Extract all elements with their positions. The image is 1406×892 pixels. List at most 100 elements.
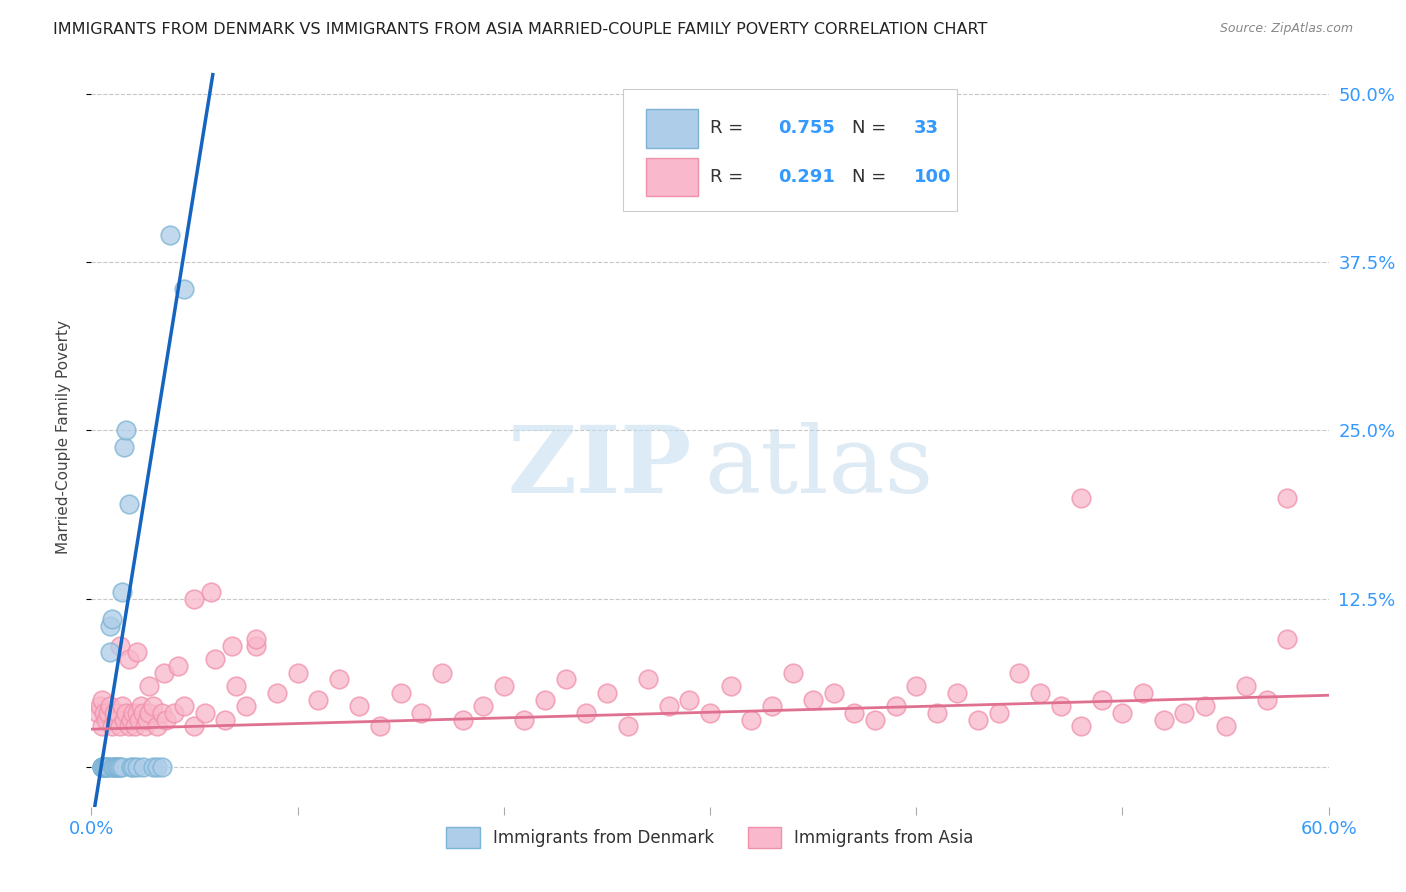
Point [110,639,132,653]
Point [120,760,142,774]
Point [125,645,148,659]
Point [117,652,139,666]
Point [214,713,236,727]
Point [492,679,515,693]
Point [1008,665,1031,680]
Point [183,591,205,606]
Point [103,760,125,774]
Point [1173,706,1195,720]
Point [987,706,1010,720]
Point [616,719,638,733]
Point [823,686,845,700]
Point [389,686,412,700]
Point [90,719,112,733]
Point [782,665,804,680]
Point [112,440,135,454]
Text: ZIP: ZIP [508,422,692,512]
Point [129,699,152,714]
Point [368,719,391,733]
Point [1194,699,1216,714]
Point [967,713,990,727]
Point [575,706,598,720]
Point [155,713,177,727]
Point [1277,632,1299,646]
Point [328,673,350,687]
Point [111,585,134,599]
Point [142,699,165,714]
Legend: Immigrants from Denmark, Immigrants from Asia: Immigrants from Denmark, Immigrants from… [440,821,980,855]
Point [266,686,288,700]
Point [884,699,907,714]
Text: N =: N = [852,169,893,186]
Point [97,760,120,774]
Point [287,665,309,680]
Point [245,632,267,646]
Text: 0.755: 0.755 [778,120,835,137]
Point [173,282,195,296]
Point [740,713,762,727]
Point [200,585,222,599]
Point [107,760,129,774]
Point [142,760,165,774]
Point [111,699,134,714]
Point [761,699,783,714]
Point [90,760,112,774]
Point [146,760,169,774]
Point [121,760,143,774]
Point [225,679,247,693]
Point [720,679,742,693]
Point [245,639,267,653]
Point [411,706,433,720]
Point [115,423,138,437]
Point [1256,692,1278,706]
Point [678,692,700,706]
Point [1132,686,1154,700]
Point [89,699,111,714]
Text: R =: R = [710,120,749,137]
Text: IMMIGRANTS FROM DENMARK VS IMMIGRANTS FROM ASIA MARRIED-COUPLE FAMILY POVERTY CO: IMMIGRANTS FROM DENMARK VS IMMIGRANTS FR… [53,22,988,37]
Point [120,713,142,727]
Point [138,706,160,720]
Point [101,612,124,626]
Point [235,699,257,714]
Text: 33: 33 [914,120,939,137]
Point [98,645,121,659]
Point [1070,491,1092,505]
Point [554,673,576,687]
Point [134,719,156,733]
Point [125,706,148,720]
Point [1215,719,1237,733]
Point [103,760,125,774]
Text: atlas: atlas [704,422,934,512]
Point [105,713,128,727]
Point [94,713,117,727]
FancyBboxPatch shape [645,158,697,196]
Point [349,699,371,714]
Point [221,639,243,653]
Point [658,699,681,714]
Point [472,699,495,714]
Point [93,760,115,774]
Point [90,692,112,706]
Point [93,706,115,720]
Point [863,713,886,727]
Point [115,706,138,720]
Point [101,760,124,774]
Point [1029,686,1052,700]
Point [1234,679,1257,693]
Point [534,692,557,706]
Text: R =: R = [710,169,749,186]
Point [513,713,536,727]
Point [1049,699,1071,714]
Point [107,706,129,720]
Point [112,713,135,727]
Point [105,760,128,774]
FancyBboxPatch shape [645,109,697,147]
Point [204,652,226,666]
Point [167,659,190,673]
Point [132,760,155,774]
Point [94,760,117,774]
Point [110,760,132,774]
Point [90,760,112,774]
Point [946,686,969,700]
